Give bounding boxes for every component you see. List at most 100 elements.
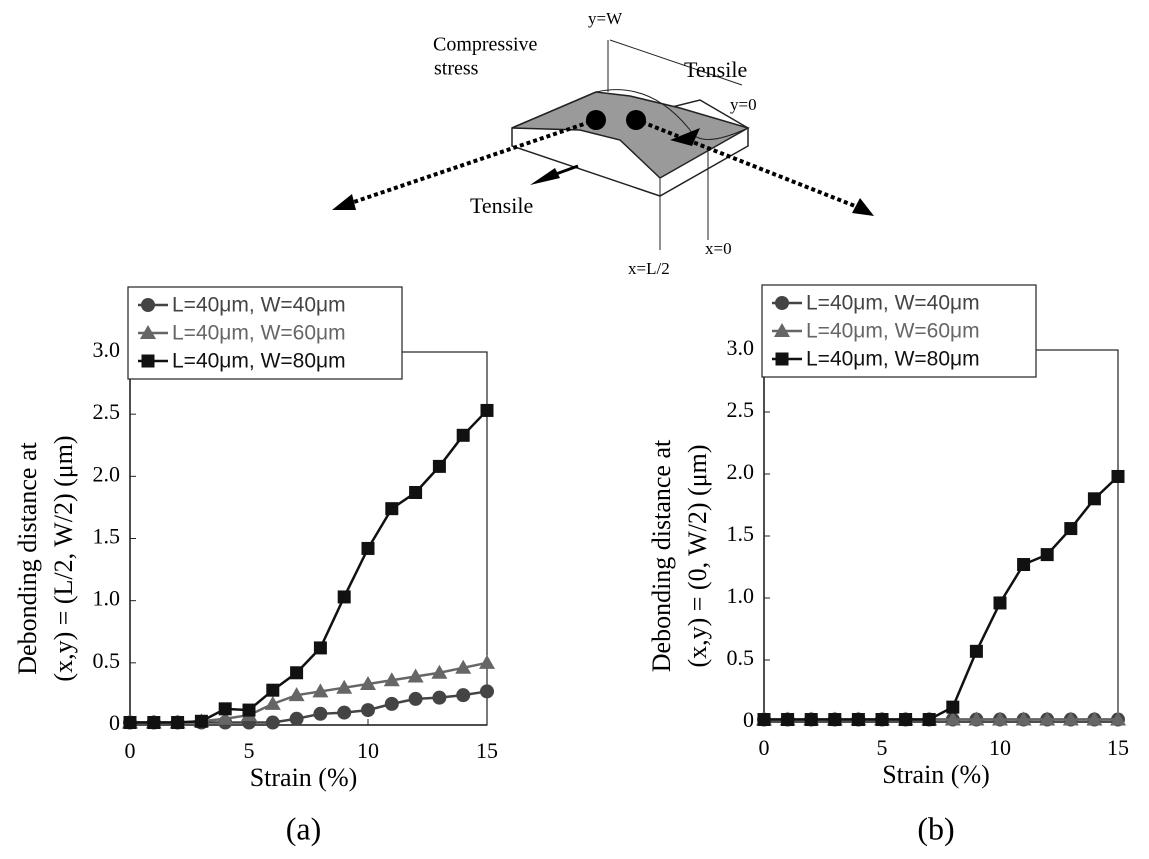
marker: [456, 688, 471, 703]
x-tick-label: 10: [989, 735, 1011, 760]
marker: [384, 696, 399, 711]
legend-label: L=40μm, W=40μm: [172, 294, 346, 317]
x-tick-label: 5: [244, 738, 255, 763]
plot-frame: [129, 351, 488, 726]
marker: [407, 668, 424, 683]
legend-label: L=40μm, W=80μm: [806, 348, 980, 371]
diagram: y=W Compressive stress Tensile y=0 Tensi…: [332, 9, 874, 278]
marker: [147, 716, 161, 730]
marker: [1039, 711, 1056, 726]
marker: [432, 690, 447, 705]
legend-box: [761, 284, 1037, 378]
marker: [479, 654, 495, 669]
marker: [875, 713, 889, 727]
marker: [265, 715, 280, 730]
x-axis-label: Strain (%): [882, 760, 990, 789]
y-tick-label: 3.0: [93, 337, 121, 362]
marker: [217, 710, 234, 725]
point-a: [586, 110, 606, 130]
dotted-arrow: [344, 120, 591, 207]
marker: [968, 711, 985, 726]
marker: [774, 323, 790, 337]
marker: [757, 713, 771, 727]
marker: [899, 713, 913, 727]
marker: [1064, 522, 1078, 536]
tensile-arrow: [544, 164, 579, 180]
chart: 0 0.5 1.0 1.5 2.0 2.5 3.0 0 5 10 15 Strain (%) (a) De…: [13, 286, 498, 846]
marker: [313, 641, 327, 655]
legend: L=40μm, W=40μm L=40μm, W=60μm L=40μm, W=80…: [761, 284, 1037, 378]
marker: [313, 706, 328, 721]
marker: [218, 702, 232, 716]
marker: [123, 716, 137, 730]
marker: [140, 325, 156, 339]
marker: [385, 502, 399, 516]
diagram-label: y=W: [588, 9, 623, 28]
x-tick-label: 5: [877, 735, 888, 760]
legend-label: L=40μm, W=80μm: [172, 350, 346, 373]
y-tick-label: 2.0: [727, 459, 755, 484]
marker: [361, 541, 375, 555]
legend-label: L=40μm, W=60μm: [172, 322, 346, 345]
marker: [431, 664, 448, 679]
x-tick-label: 15: [1107, 735, 1129, 760]
y-tick-label: 1.0: [727, 583, 755, 608]
marker: [409, 485, 423, 499]
y-tick-label: 0: [743, 707, 754, 732]
diagram-label: x=0: [705, 239, 732, 258]
marker: [194, 714, 208, 728]
y-axis-label: Debonding distance at: [647, 439, 676, 672]
diagram-label: y=0: [730, 95, 757, 114]
y-tick-label: 0.5: [93, 648, 121, 673]
tensile-arrow: [670, 128, 700, 146]
marker: [336, 679, 353, 694]
marker: [922, 713, 936, 727]
marker: [361, 703, 375, 718]
marker: [337, 590, 351, 604]
arrow-head: [332, 194, 356, 210]
marker: [1086, 711, 1103, 726]
chart: 0 0.5 1.0 1.5 2.0 2.5 3.0 0 5 10 15 Strain (%) (b) De…: [647, 284, 1129, 846]
marker: [775, 296, 789, 310]
marker: [992, 711, 1008, 726]
series-line: [130, 661, 488, 724]
marker: [480, 403, 494, 417]
series-line: [764, 475, 1119, 721]
y-axis-label: (x,y) = (0, W/2) (μm): [683, 444, 712, 667]
marker: [290, 666, 304, 680]
legend-box: [127, 286, 403, 380]
marker: [432, 459, 446, 473]
marker: [946, 700, 960, 714]
marker: [337, 705, 352, 720]
point-b: [626, 110, 646, 130]
marker: [264, 695, 281, 710]
marker: [1087, 492, 1101, 506]
marker: [242, 703, 256, 717]
marker: [944, 711, 961, 726]
dim-line: [609, 39, 743, 86]
legend-label: L=40μm, W=60μm: [806, 320, 980, 343]
marker: [455, 659, 472, 674]
marker: [288, 687, 305, 702]
y-tick-label: 0: [109, 710, 120, 735]
y-tick-label: 1.0: [93, 586, 121, 611]
marker: [141, 298, 155, 312]
y-tick-label: 2.0: [93, 461, 121, 486]
y-tick-label: 0.5: [727, 645, 755, 670]
y-axis-label: Debonding distance at: [13, 441, 42, 674]
marker: [266, 683, 280, 697]
x-axis-label: Strain (%): [250, 763, 358, 792]
x-tick-label: 15: [476, 738, 498, 763]
y-tick-label: 2.5: [727, 397, 755, 422]
marker: [480, 684, 494, 699]
marker: [171, 716, 185, 730]
fold-line: [595, 89, 749, 140]
marker: [1110, 711, 1126, 726]
y-axis-label: (x,y) = (L/2, W/2) (μm): [49, 435, 78, 681]
y-tick-label: 1.5: [93, 524, 121, 549]
arrow-head: [852, 198, 874, 216]
diagram-label: stress: [434, 58, 479, 80]
y-tick-label: 1.5: [727, 521, 755, 546]
legend: L=40μm, W=40μm L=40μm, W=60μm L=40μm, W=80…: [127, 286, 403, 380]
